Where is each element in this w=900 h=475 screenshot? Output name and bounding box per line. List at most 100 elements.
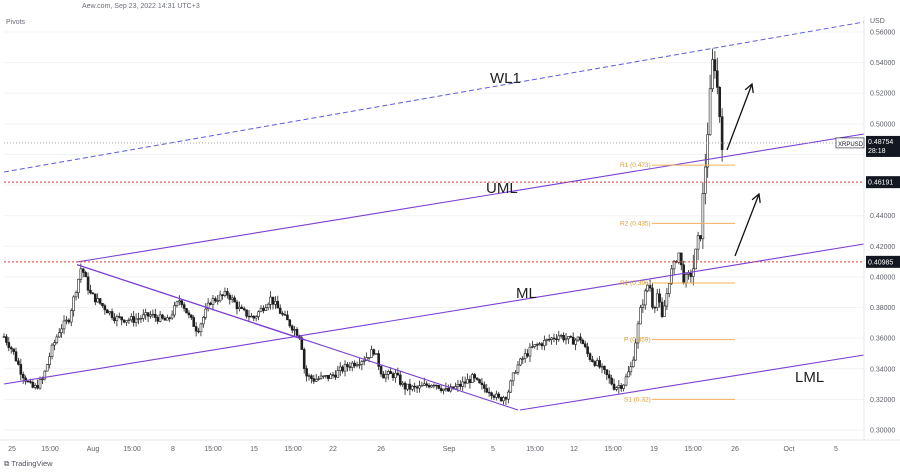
y-tick-label: 0.52000 <box>870 91 895 98</box>
candle-body <box>278 307 282 314</box>
candle-body <box>624 376 628 386</box>
indicator-label[interactable]: Pivots <box>6 19 26 26</box>
x-axis: 25 15:00 Aug 15:00 8 15:00 15 15:00 22 26 Sep 5 15:0… <box>0 439 900 453</box>
candle-body <box>622 384 625 389</box>
candle-body <box>694 248 697 270</box>
candle-body <box>526 353 529 357</box>
candle-body <box>370 349 373 358</box>
candle-body <box>358 364 361 366</box>
candle-body <box>180 300 184 305</box>
candle-body <box>478 379 481 384</box>
x-tick-label: 15:00 <box>41 446 59 453</box>
candle-body <box>156 317 160 322</box>
candle-body <box>670 268 673 285</box>
candle-body <box>523 353 527 359</box>
candle-body <box>96 298 99 303</box>
currency-label: USD <box>870 18 885 25</box>
candle-body <box>336 370 340 378</box>
level-badge <box>866 176 900 189</box>
candle-body <box>146 312 150 317</box>
candle-body <box>540 343 544 347</box>
x-tick-label: 15:00 <box>123 446 141 453</box>
candle-body <box>264 307 268 311</box>
candle-body <box>72 296 75 312</box>
candle-body <box>199 323 203 333</box>
candle-body <box>379 366 383 375</box>
candle-body <box>110 311 114 319</box>
chart-grid <box>4 31 864 431</box>
candle-body <box>216 300 220 302</box>
candle-body <box>403 382 407 390</box>
candle-body <box>605 369 609 376</box>
candle-body <box>487 391 491 394</box>
candle-body <box>531 346 534 348</box>
candle-body <box>31 382 35 388</box>
candle-body <box>696 235 700 250</box>
candle-body <box>398 374 402 385</box>
candle-body <box>343 364 347 372</box>
candle-body <box>266 304 270 309</box>
candle-body <box>663 305 666 317</box>
candle-body <box>391 373 395 379</box>
y-tick-label: 0.34000 <box>870 366 895 373</box>
y-tick-label: 0.32000 <box>870 397 895 404</box>
level-badge-text: 0.40985 <box>868 259 893 266</box>
candle-body <box>115 316 119 322</box>
candle-body <box>627 371 630 378</box>
candle-body <box>466 379 469 384</box>
candle-body <box>509 380 513 393</box>
candle-body <box>406 383 409 390</box>
candle-body <box>651 287 654 308</box>
candle-body <box>444 388 448 390</box>
candle-body <box>648 284 652 289</box>
candle-body <box>41 378 44 381</box>
candle-body <box>29 381 32 383</box>
candle-body <box>386 371 390 375</box>
candle-body <box>341 366 344 372</box>
symbol-label: XRPUSD <box>838 142 864 148</box>
candle-body <box>502 397 505 402</box>
candle-body <box>293 329 296 331</box>
candle-body <box>259 307 263 313</box>
candle-body <box>603 365 606 371</box>
y-tick-label: 0.40000 <box>870 274 895 281</box>
candle-body <box>691 268 695 277</box>
candle-body <box>129 316 133 321</box>
candle-body <box>158 314 162 322</box>
pitchfork-leg <box>76 264 519 411</box>
candle-body <box>5 336 8 343</box>
tradingview-logo[interactable]: ⧉ TradingView <box>4 459 53 469</box>
candle-body <box>214 298 217 302</box>
candle-body <box>641 304 645 308</box>
candle-body <box>567 336 570 340</box>
x-tick-label: 26 <box>731 446 739 453</box>
candle-body <box>588 353 592 360</box>
candle-body <box>283 314 287 316</box>
candle-body <box>206 302 210 310</box>
candle-body <box>422 383 426 386</box>
candle-body <box>646 284 649 292</box>
x-tick-label: 15:00 <box>284 446 302 453</box>
candle-body <box>348 366 352 368</box>
candle-body <box>362 360 366 362</box>
up-arrow-upper-head <box>744 82 754 94</box>
candle-body <box>687 272 690 275</box>
last-price-text: 0.48754 <box>868 139 893 146</box>
candle-body <box>322 375 325 378</box>
candle-body <box>84 272 87 278</box>
pivot-levels-layer: R1 (0.473) R2 (0.435) R1 (0.396) P (0.359) S… <box>620 162 735 403</box>
candle-body <box>454 386 457 390</box>
candle-body <box>151 313 155 316</box>
candle-body <box>168 317 172 319</box>
candle-body <box>65 319 68 322</box>
candles-layer <box>2 48 724 405</box>
candle-body <box>689 272 693 277</box>
candle-body <box>230 297 234 300</box>
candle-body <box>629 366 633 373</box>
candle-body <box>615 387 618 390</box>
candle-body <box>108 311 111 314</box>
candle-body <box>377 353 380 367</box>
candle-body <box>394 372 397 379</box>
candle-body <box>43 370 47 380</box>
